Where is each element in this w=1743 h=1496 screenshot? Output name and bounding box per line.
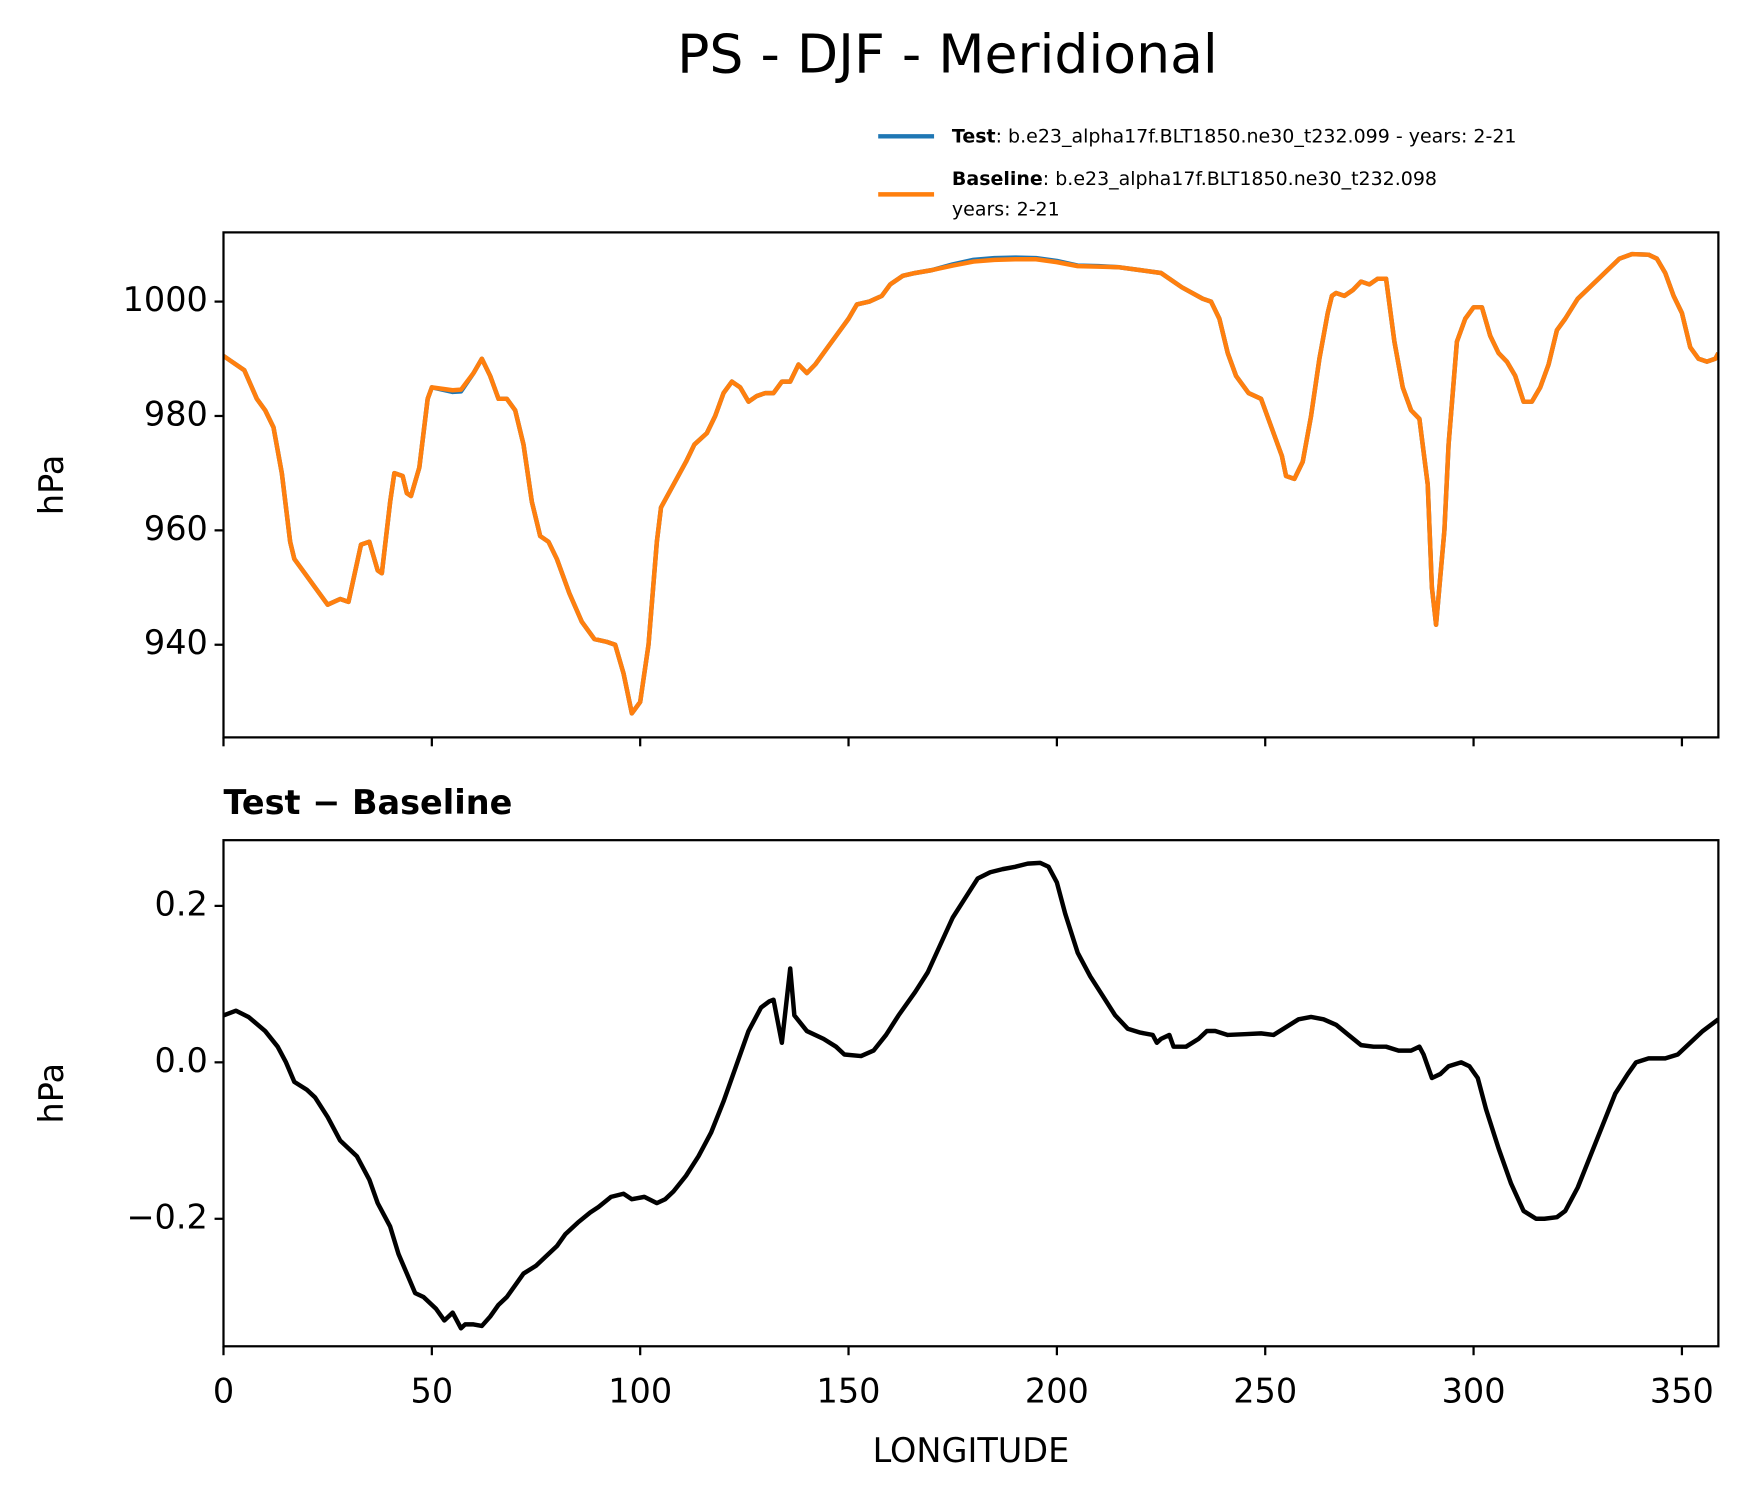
data-line [223, 251, 1719, 716]
legend-description: years: 2-21 [952, 199, 1060, 221]
legend-description: : b.e23_alpha17f.BLT1850.ne30_t232.099 -… [996, 125, 1517, 147]
x-tick-label: 150 [817, 1372, 881, 1411]
x-tick-label: 50 [411, 1372, 454, 1411]
x-tick-label: 100 [608, 1372, 672, 1411]
legend-name: Test [952, 125, 996, 147]
legend-name: Baseline [952, 167, 1043, 189]
legend-description: : b.e23_alpha17f.BLT1850.ne30_t232.098 [1043, 167, 1437, 189]
x-tick-label: 250 [1233, 1372, 1297, 1411]
x-tick-label: 0 [213, 1372, 234, 1411]
axes-frame [222, 231, 1720, 739]
x-tick-label: 300 [1442, 1372, 1506, 1411]
figure-title: PS - DJF - Meridional [677, 23, 1218, 86]
legend-label: Test: b.e23_alpha17f.BLT1850.ne30_t232.0… [952, 125, 1517, 147]
x-tick-label: 350 [1650, 1372, 1714, 1411]
y-tick-label: 960 [144, 509, 208, 548]
y-tick-label: 0.0 [155, 1041, 208, 1080]
y-tick-label: 980 [144, 394, 208, 433]
data-line [223, 251, 1719, 716]
plot-area [223, 251, 1719, 716]
plot-area [223, 860, 1719, 1331]
legend-label: Baseline: b.e23_alpha17f.BLT1850.ne30_t2… [952, 167, 1437, 189]
y-axis-label: hPa [32, 455, 71, 515]
x-tick-label: 200 [1025, 1372, 1089, 1411]
y-tick-label: −0.2 [126, 1197, 207, 1236]
y-tick-label: 1000 [123, 280, 208, 319]
y-tick-label: 0.2 [155, 884, 208, 923]
y-axis-label: hPa [32, 1063, 71, 1123]
axes-frame [222, 839, 1720, 1348]
axes-title: Test − Baseline [223, 783, 512, 822]
y-tick-label: 940 [144, 623, 208, 662]
data-line [223, 860, 1719, 1331]
x-axis-label: LONGITUDE [873, 1431, 1070, 1470]
